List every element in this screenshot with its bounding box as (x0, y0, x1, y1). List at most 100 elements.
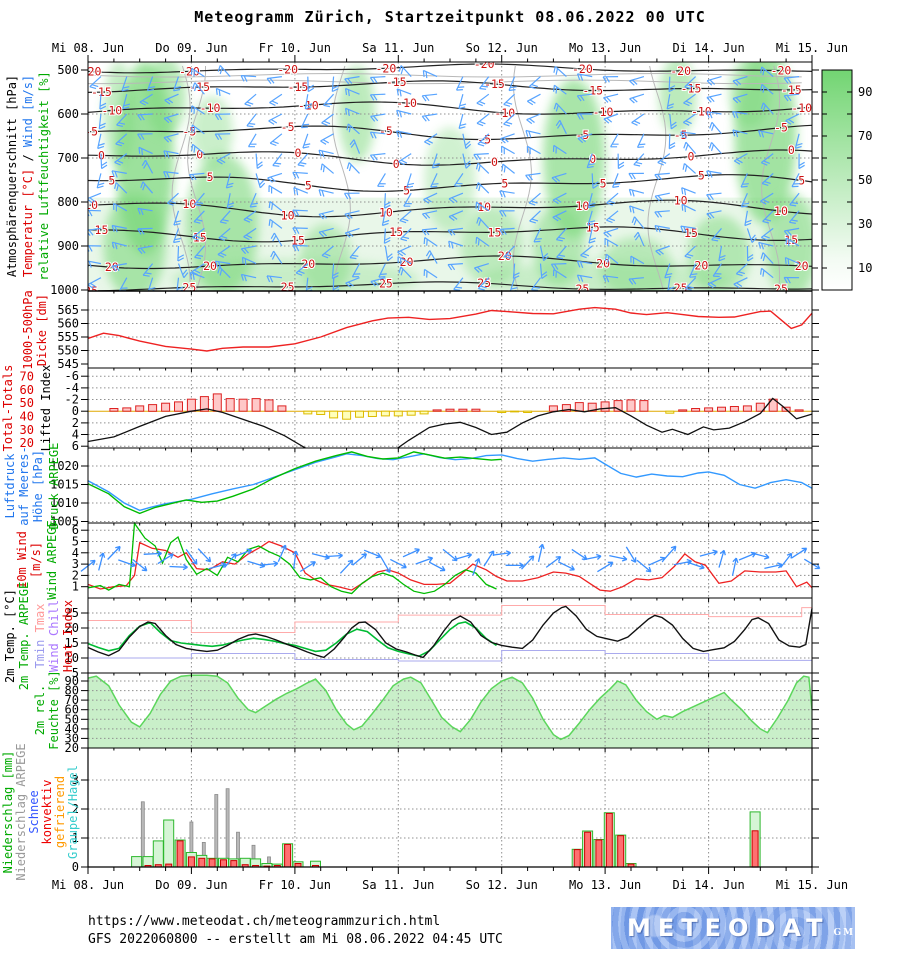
axis-label-text: Niederschlag [mm] (1, 750, 15, 874)
y-tick-label: 565 (57, 303, 79, 317)
y-tick-label: 1000 (50, 283, 79, 297)
contour-label: -5 (84, 125, 98, 139)
day-label-top: Mo 13. Jun (569, 41, 641, 55)
contour-label: 15 (389, 225, 403, 239)
contour-label: 5 (108, 174, 115, 188)
contour-label: -20 (81, 65, 102, 79)
contour-label: 20 (203, 259, 217, 273)
day-label-top: Do 09. Jun (155, 41, 227, 55)
y-tick-label: 1 (72, 831, 79, 845)
y-tick-label: 40 (65, 722, 79, 736)
axis-label-text: Wind [m/s] (21, 74, 35, 148)
contour-label: 5 (403, 183, 410, 197)
p2-axis-label: 1000-500hPa (21, 290, 35, 370)
gridlines (88, 62, 812, 867)
y-tick-label: 1005 (50, 515, 79, 529)
axis-label-text: Druck ARPEGE (47, 442, 61, 530)
y-tick-label: 0 (72, 404, 79, 418)
axis-label-text: / (21, 147, 35, 169)
p2-axis-label: Dicke [dm] (35, 294, 49, 366)
colorbar-tick-label: 70 (858, 129, 872, 143)
day-label-bottom: So 12. Jun (466, 878, 538, 892)
contour-label: 25 (674, 281, 688, 295)
axis-label-text: 2m Temp. [°C] (3, 589, 17, 683)
y-tick-label: 20 (65, 741, 79, 755)
axis-label-text: Total-Totals (1, 364, 15, 452)
y-tick-label: 2 (72, 802, 79, 816)
p1-axis-label: relative Luftfeuchtigkeit [%] (37, 71, 51, 281)
y-tick-label: 25 (65, 606, 79, 620)
contour-label: 0 (491, 155, 498, 169)
y-tick-label: 0 (72, 860, 79, 874)
contour-label: 25 (575, 282, 589, 296)
axes: 5006007008009001000565560555550545-6-4-2… (20, 55, 819, 874)
tt-tick-label: 30 (20, 423, 34, 437)
p7-axis-label: Feuchte [%] (47, 670, 61, 749)
p3-axis-label: Lifted Index (39, 365, 53, 452)
contour-label: -20 (670, 64, 691, 78)
tt-tick-label: 40 (20, 410, 34, 424)
y-tick-label: 4 (72, 546, 79, 560)
contour-label: 0 (788, 143, 795, 157)
contour-label: -5 (774, 121, 788, 135)
axis-label-text: Höhe [hPa] (31, 449, 45, 523)
axis-label-text: [m/s] (29, 541, 43, 579)
y-tick-label: 1015 (50, 478, 79, 492)
contour-label: -20 (474, 57, 495, 71)
y-tick-label: 4 (72, 428, 79, 442)
tt-tick-label: 70 (20, 370, 34, 384)
y-tick-label: 6 (72, 523, 79, 537)
colorbar-tick-label: 30 (858, 217, 872, 231)
axis-label-text: 1000-500hPa (21, 290, 35, 370)
y-tick-label: 545 (57, 357, 79, 371)
axis-label-text: Heat Index (61, 599, 75, 673)
humidity-colorbar: 90 70 50 30 10 (821, 69, 872, 291)
contour-label: -15 (91, 85, 112, 99)
axis-label-text: Wind ARPEGE (45, 520, 59, 600)
day-label-bottom: Do 09. Jun (155, 878, 227, 892)
wind-direction-arrows (80, 543, 821, 576)
y-tick-label: 90 (65, 674, 79, 688)
day-label-bottom: Mi 08. Jun (52, 878, 124, 892)
y-tick-label: 2 (72, 416, 79, 430)
p5-axis-label: 10m Wind (15, 531, 29, 589)
contour-label: -15 (386, 75, 407, 89)
contour-label: 10 (182, 197, 196, 211)
colorbar-tick-label: 90 (858, 85, 872, 99)
wind10m-lines (87, 521, 813, 595)
tt-tick-label: 50 (20, 396, 34, 410)
y-tick-label: 10 (65, 651, 79, 665)
thickness-line (87, 306, 813, 352)
contour-label: 10 (774, 204, 788, 218)
p8-axis-label: Graupel/Hagel (66, 765, 80, 859)
y-tick-label: 60 (65, 703, 79, 717)
page-title: Meteogramm Zürich, Startzeitpunkt 08.06.… (194, 8, 706, 26)
p8-axis-label: Niederschlag [mm] (1, 750, 15, 874)
contour-label: -5 (379, 124, 393, 138)
contour-label: -20 (277, 62, 298, 76)
axis-label-text: 2m rel. (33, 684, 47, 736)
contour-label: -5 (281, 120, 295, 134)
p1-axis-label: Temperatur [°C] / Wind [m/s] (21, 74, 35, 277)
y-tick-label: -4 (65, 381, 79, 395)
p8-axis-label: Schnee (27, 790, 41, 833)
axis-label-text: 2m Temp. ARPEGE (17, 581, 31, 691)
contour-label: 15 (684, 226, 698, 240)
contour-label: 10 (84, 198, 98, 212)
contour-label: 15 (586, 220, 600, 234)
p4-axis-label: auf Meeres- (17, 446, 31, 526)
contour-label: -5 (182, 125, 196, 139)
axis-label-text: Niederschlag ARPEGE (14, 743, 28, 881)
p8-axis-label: Niederschlag ARPEGE (14, 743, 28, 881)
contour-label: 10 (674, 193, 688, 207)
footer-url: https://www.meteodat.ch/meteogrammzurich… (88, 914, 441, 929)
contour-label: 15 (291, 233, 305, 247)
p7-axis-label: 2m rel. (33, 684, 47, 736)
y-tick-label: 6 (72, 439, 79, 453)
y-tick-label: 900 (57, 239, 79, 253)
axis-label-text: auf Meeres- (17, 446, 31, 526)
y-tick-label: 560 (57, 317, 79, 331)
day-label-bottom: Mo 13. Jun (569, 878, 641, 892)
axis-label-text: 10m Wind (15, 531, 29, 589)
